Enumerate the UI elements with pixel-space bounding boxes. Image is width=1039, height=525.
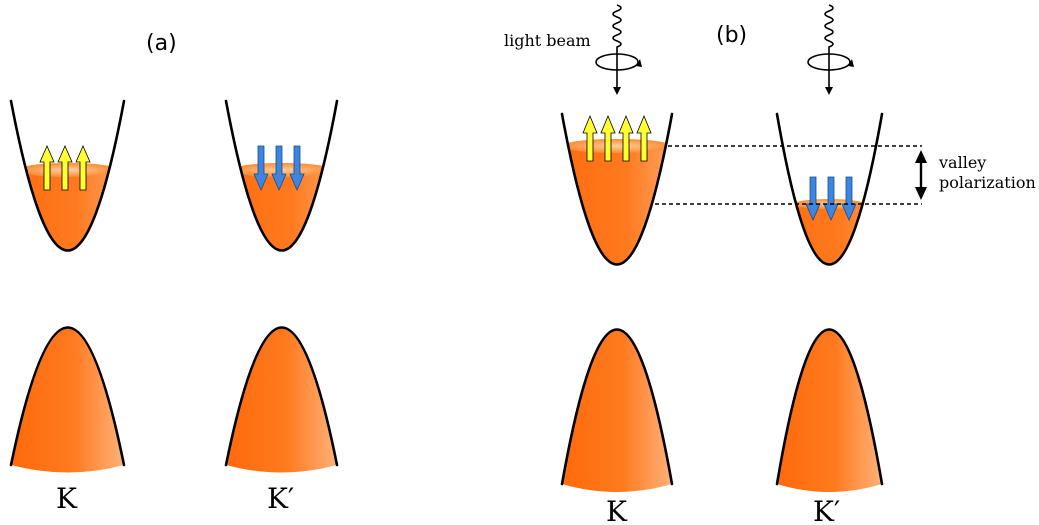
panel-a-valence-band-k [9,326,126,473]
panel-b-valley-label-k-prime: K′ [813,495,840,525]
down-arrow-icon [271,145,287,191]
panel-b-label: (b) [716,23,747,48]
up-arrow-icon [600,114,616,162]
panel-a-valley-label-k-prime: K′ [267,482,294,515]
panel-b-valence-band-k [560,328,674,492]
up-arrow-icon [636,114,652,162]
panel-a-conduction-band-k [9,99,126,252]
up-arrow-icon [75,145,91,191]
down-arrow-icon [289,145,305,191]
light-beam-k-prime [807,4,854,95]
up-arrow-icon [618,114,634,162]
up-arrow-icon [582,114,598,162]
spin-down-arrows [253,145,305,191]
panel-a-valence-band-k-prime [224,326,339,473]
panel-b-valence-band-k-prime [775,328,884,492]
valley-polarization-indicator: valley polarization [655,145,1036,205]
valley-polarization-label-line1: valley [938,153,986,172]
light-beam-label: light beam [504,31,591,50]
up-arrow-icon [39,145,55,191]
circularly-polarized-light-icon [807,4,854,95]
circularly-polarized-light-icon [595,4,642,95]
valley-polarization-label-line2: polarization [939,173,1036,192]
spin-up-arrows [582,114,652,162]
up-arrow-icon [57,145,73,191]
panel-a-conduction-band-k-prime [224,99,339,252]
light-beam-k: light beam [504,4,642,95]
down-arrow-icon [253,145,269,191]
spin-down-arrows [805,176,857,221]
spin-up-arrows [39,145,91,191]
panel-a-valley-label-k: K [56,482,78,515]
panel-b-valley-label-k: K [606,495,628,525]
panel-a-label: (a) [146,31,177,56]
double-headed-arrow-icon [915,150,927,200]
panel-b-conduction-band-k [560,112,674,266]
panel-b-conduction-band-k-prime [775,112,884,266]
down-arrow-icon [823,176,839,221]
